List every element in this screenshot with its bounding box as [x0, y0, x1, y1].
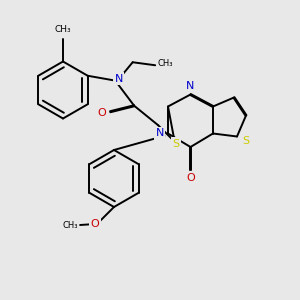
- Text: CH₃: CH₃: [62, 220, 78, 230]
- Text: N: N: [186, 81, 195, 91]
- Text: CH₃: CH₃: [55, 26, 71, 34]
- Text: CH₃: CH₃: [158, 59, 173, 68]
- Text: N: N: [155, 128, 164, 139]
- Text: S: S: [172, 139, 180, 149]
- Text: O: O: [98, 108, 106, 118]
- Text: O: O: [91, 219, 100, 229]
- Text: S: S: [242, 136, 250, 146]
- Text: O: O: [186, 173, 195, 183]
- Text: N: N: [114, 74, 123, 84]
